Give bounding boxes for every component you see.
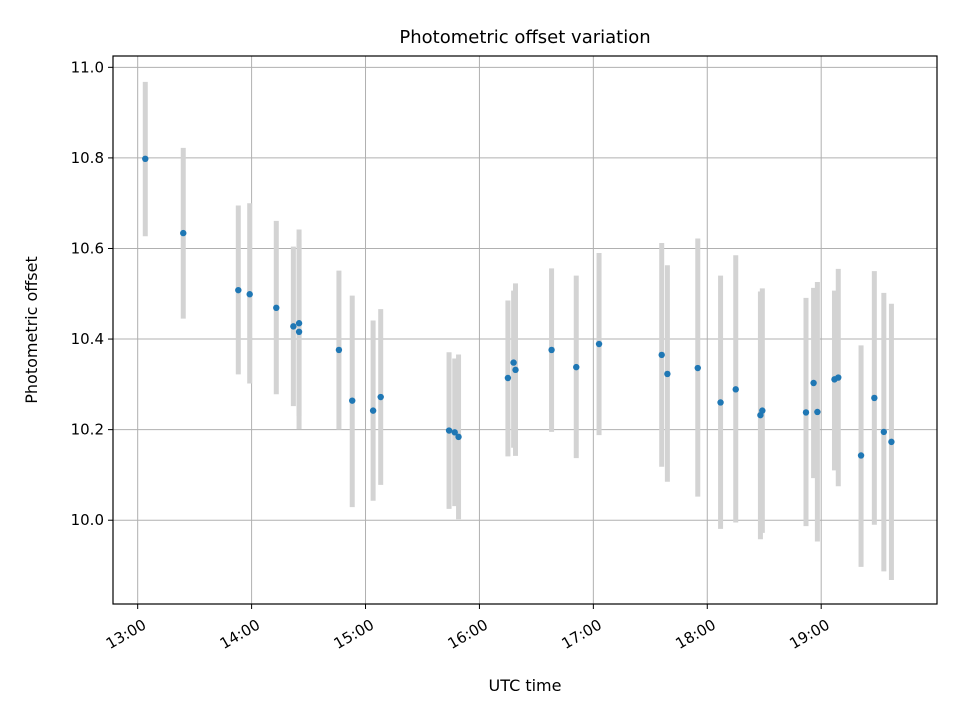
data-point <box>504 374 512 382</box>
y-axis-label: Photometric offset <box>22 256 41 404</box>
data-point <box>548 346 555 354</box>
data-point <box>664 370 671 378</box>
data-point <box>857 452 865 459</box>
data-point <box>142 155 149 163</box>
data-point <box>335 346 343 354</box>
data-point <box>295 320 303 327</box>
data-point <box>835 374 842 381</box>
data-point <box>732 386 739 393</box>
y-tick-label: 10.2 <box>71 421 104 439</box>
data-point <box>573 363 580 371</box>
data-point <box>759 407 766 414</box>
data-point <box>814 408 821 416</box>
data-point <box>880 428 888 436</box>
data-point <box>510 359 517 366</box>
plot-frame <box>112 55 938 605</box>
y-tick-label: 10.6 <box>71 239 104 257</box>
data-point <box>349 397 356 404</box>
data-point <box>512 366 519 374</box>
data-point <box>246 291 253 298</box>
y-tick-label: 10.8 <box>71 149 104 167</box>
data-point <box>717 399 724 406</box>
data-point <box>802 409 810 416</box>
y-tick-label: 11.0 <box>71 58 104 76</box>
x-axis-label: UTC time <box>489 676 562 695</box>
data-point <box>451 429 458 436</box>
data-point <box>595 340 603 348</box>
data-point <box>658 351 665 359</box>
y-tick-label: 10.0 <box>71 511 104 529</box>
data-point <box>369 407 377 414</box>
data-point <box>694 364 701 372</box>
data-point <box>235 286 242 294</box>
data-point <box>455 433 462 441</box>
data-point <box>273 304 280 312</box>
y-tick-label: 10.4 <box>71 330 104 348</box>
chart-title: Photometric offset variation <box>399 27 650 48</box>
data-point <box>810 379 817 387</box>
data-point <box>888 438 895 446</box>
data-point <box>295 328 303 336</box>
data-points <box>142 155 895 459</box>
data-point <box>180 229 187 237</box>
data-point <box>377 393 384 401</box>
data-point <box>290 323 297 330</box>
data-point <box>871 394 878 402</box>
data-point <box>445 427 453 434</box>
